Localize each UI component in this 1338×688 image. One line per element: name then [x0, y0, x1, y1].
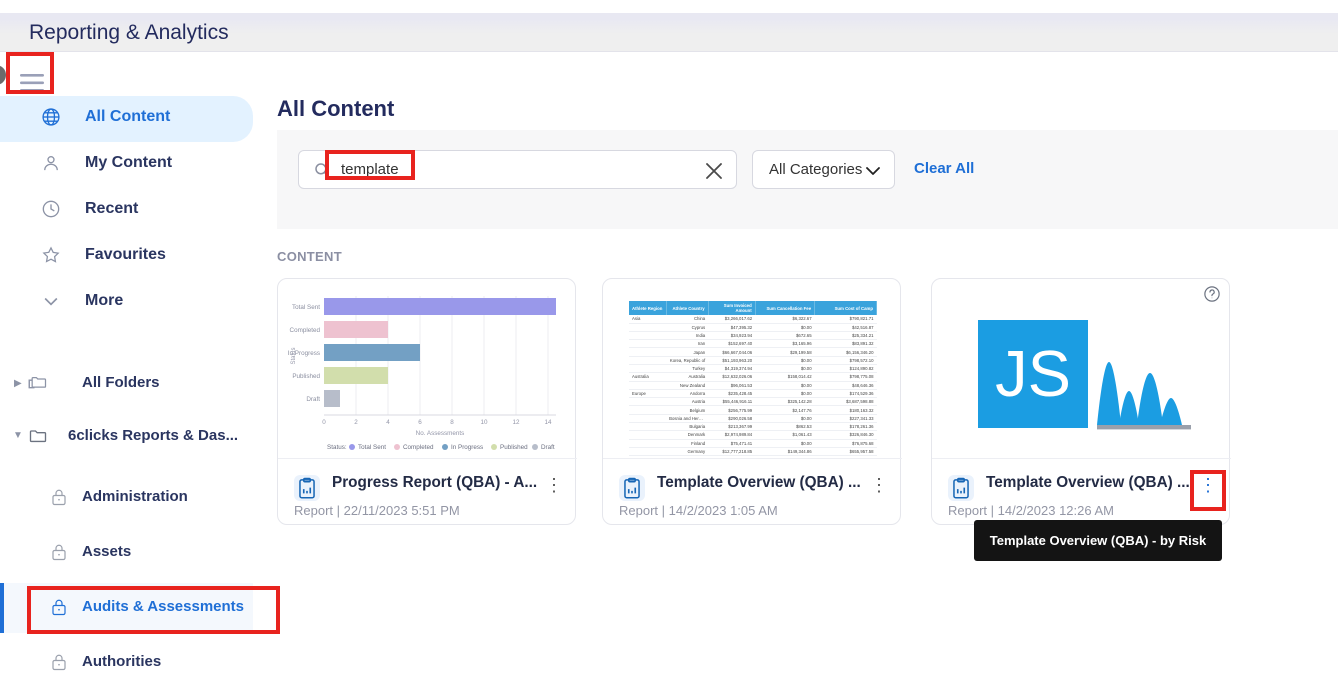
svg-text:Total Sent: Total Sent	[358, 444, 386, 451]
svg-text:8: 8	[450, 419, 454, 426]
svg-text:Draft: Draft	[541, 444, 555, 451]
svg-text:Total Sent: Total Sent	[292, 304, 320, 311]
svg-text:Completed: Completed	[290, 327, 321, 334]
svg-text:No. Assessments: No. Assessments	[416, 430, 465, 437]
svg-text:2: 2	[354, 419, 358, 426]
svg-text:0: 0	[322, 419, 326, 426]
svg-text:In Progress: In Progress	[451, 444, 483, 451]
svg-text:10: 10	[480, 419, 488, 426]
svg-text:12: 12	[512, 419, 520, 426]
svg-text:14: 14	[544, 419, 552, 426]
svg-text:Draft: Draft	[306, 396, 320, 403]
svg-text:Published: Published	[500, 444, 528, 451]
svg-text:Status: Status	[291, 347, 297, 364]
svg-text:4: 4	[386, 419, 390, 426]
svg-text:JS: JS	[995, 337, 1071, 410]
svg-text:Completed: Completed	[403, 444, 434, 451]
svg-text:Published: Published	[292, 373, 320, 380]
svg-text:Status:: Status:	[327, 444, 347, 451]
svg-text:6: 6	[418, 419, 422, 426]
